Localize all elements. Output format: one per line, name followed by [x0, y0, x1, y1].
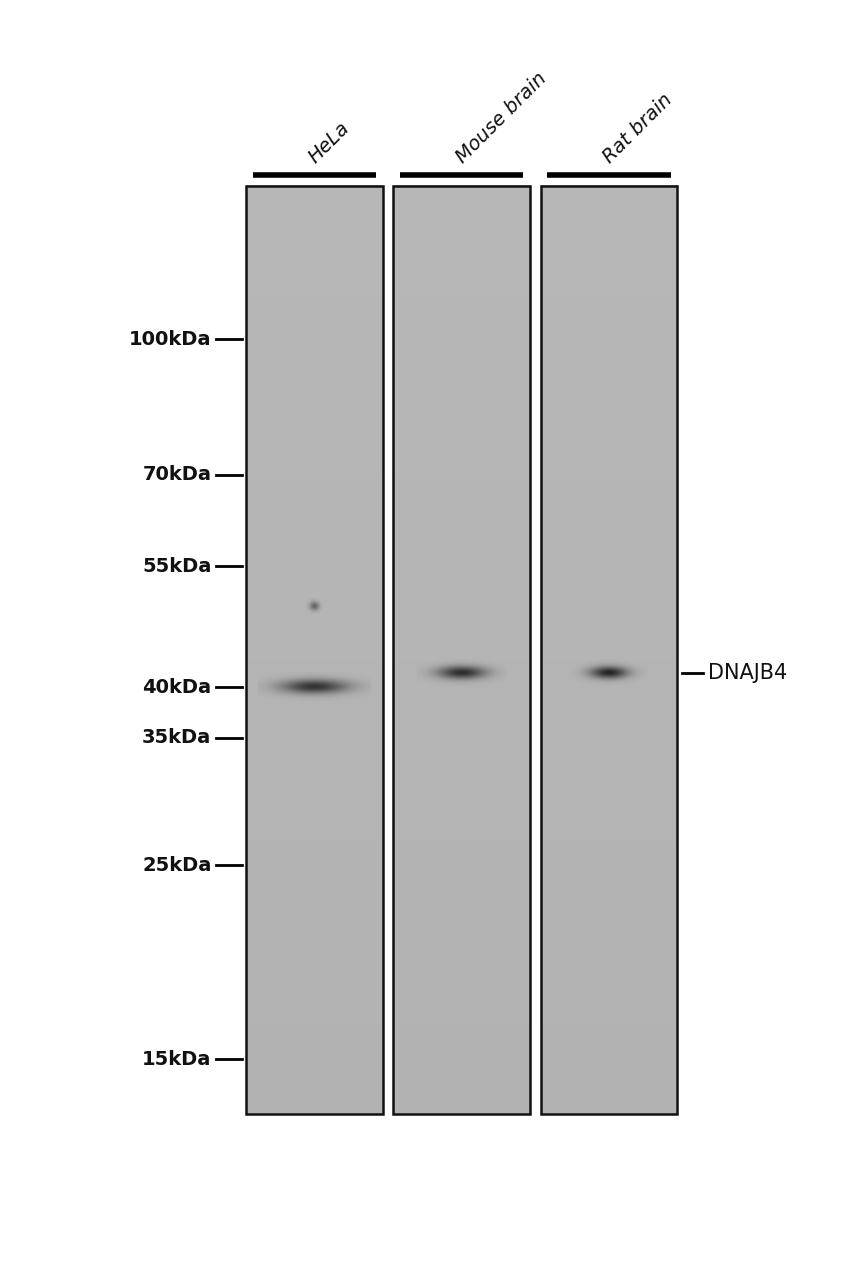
- Text: 40kDa: 40kDa: [142, 677, 211, 696]
- Text: 25kDa: 25kDa: [142, 856, 211, 876]
- Text: 70kDa: 70kDa: [142, 465, 211, 484]
- Text: 55kDa: 55kDa: [142, 557, 211, 576]
- Text: 15kDa: 15kDa: [142, 1050, 211, 1069]
- Text: 35kDa: 35kDa: [142, 728, 211, 748]
- Text: HeLa: HeLa: [306, 118, 354, 166]
- Text: Mouse brain: Mouse brain: [452, 68, 551, 166]
- Text: DNAJB4: DNAJB4: [708, 663, 787, 684]
- Text: 100kDa: 100kDa: [129, 330, 211, 349]
- Text: Rat brain: Rat brain: [600, 90, 677, 166]
